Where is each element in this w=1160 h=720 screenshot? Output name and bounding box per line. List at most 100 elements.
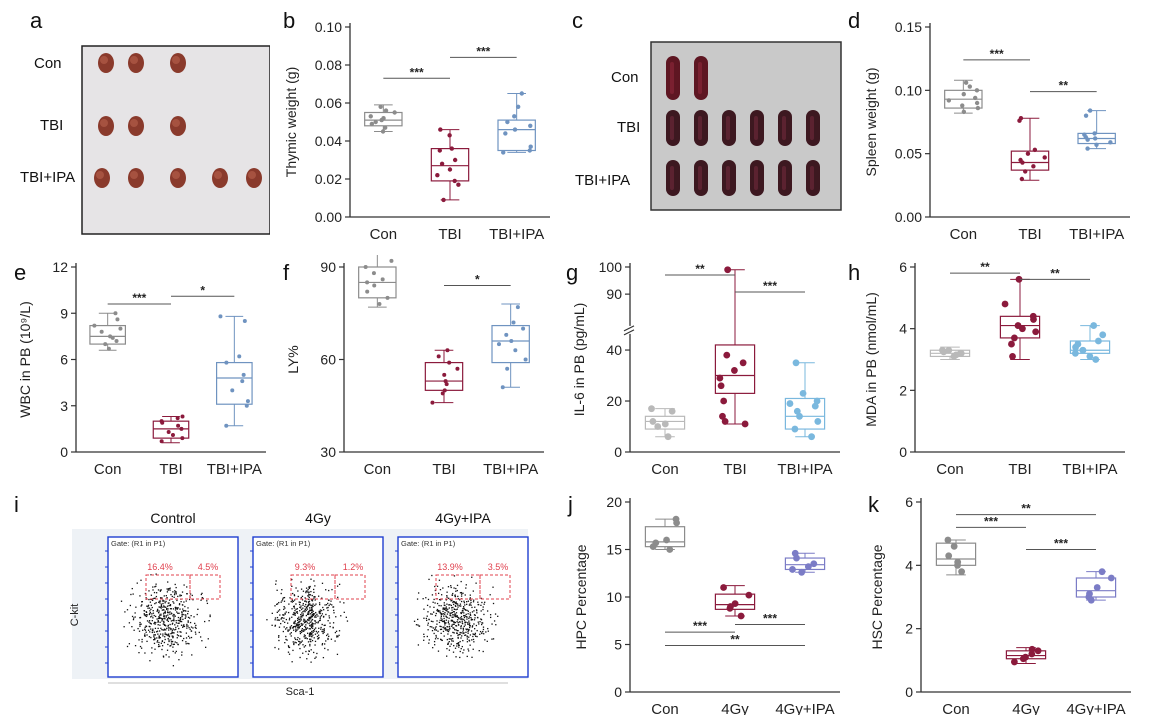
flow-event [274, 625, 276, 627]
flow-event [459, 603, 462, 605]
flow-event [291, 599, 293, 601]
data-point [648, 405, 655, 413]
flow-event [436, 608, 439, 611]
flow-event [303, 636, 305, 638]
flow-event [456, 589, 458, 592]
flow-event [185, 637, 188, 639]
flow-event [176, 631, 179, 633]
flow-event [304, 637, 306, 639]
thymus-highlight [100, 56, 108, 64]
flow-yaxis-label: C-kit [69, 604, 81, 627]
spleen-highlight [754, 166, 758, 190]
flow-event [173, 620, 175, 622]
flow-event [448, 607, 450, 609]
flow-event [170, 593, 172, 596]
data-point [661, 420, 669, 428]
flow-event [336, 585, 339, 587]
data-point [975, 105, 981, 111]
flow-event [291, 578, 293, 581]
flow-event [176, 611, 178, 613]
panel-label-e: e [14, 260, 27, 285]
flow-event [452, 627, 454, 629]
data-point [511, 320, 516, 325]
flow-event [439, 619, 441, 621]
flow-event [166, 627, 168, 630]
flow-event [458, 646, 460, 648]
flow-event [465, 631, 467, 633]
flow-event [295, 626, 297, 628]
flow-event [166, 633, 168, 635]
flow-event [175, 626, 177, 629]
flow-event [158, 630, 161, 632]
flow-event [188, 627, 190, 629]
flow-event [179, 594, 181, 596]
flow-event [308, 622, 310, 625]
flow-event [317, 634, 320, 636]
data-point [814, 418, 822, 425]
flow-event [471, 606, 473, 609]
flow-event [464, 594, 466, 596]
flow-event [182, 610, 185, 612]
axis-break-mark [623, 325, 635, 332]
flow-event [440, 619, 443, 622]
flow-event [184, 605, 186, 608]
flow-event [320, 615, 323, 617]
flow-event [288, 646, 290, 648]
flow-event [178, 622, 180, 624]
photo-c-label-tbi: TBI [617, 119, 640, 136]
flow-plot-title: 4Gy [305, 510, 331, 526]
spleen-highlight [670, 62, 674, 94]
flow-event [486, 640, 488, 642]
y-tick-label: 6 [60, 352, 68, 368]
flow-event [209, 615, 211, 618]
flow-event [494, 613, 497, 615]
flow-event [176, 599, 178, 602]
photo-a-label-tbi: TBI [40, 117, 63, 134]
flow-event [309, 632, 311, 634]
flow-event [447, 586, 450, 588]
flow-event [308, 598, 310, 601]
flow-event [172, 665, 175, 667]
flow-event [323, 624, 325, 627]
flow-event [150, 594, 153, 596]
flow-event [296, 608, 299, 610]
flow-event [459, 650, 461, 653]
flow-event [444, 622, 446, 624]
flow-event [317, 595, 320, 597]
flow-event [147, 629, 150, 631]
flow-event [474, 606, 476, 608]
significance-label: *** [410, 65, 424, 79]
flow-event [144, 615, 147, 617]
y-tick-label: 4 [899, 321, 907, 337]
flow-plot-frame [252, 536, 384, 678]
flow-event [444, 613, 446, 615]
flow-event [308, 612, 310, 614]
box-iqr [714, 593, 756, 610]
flow-event [313, 597, 315, 599]
flow-event [158, 614, 161, 616]
data-point [972, 95, 978, 101]
flow-event [167, 581, 169, 583]
data-point [649, 418, 657, 425]
flow-event [476, 629, 478, 632]
flow-gate-right [189, 574, 221, 600]
flow-event [434, 614, 437, 617]
flow-event [316, 632, 318, 634]
flow-event [437, 637, 439, 640]
flow-event [435, 634, 437, 637]
flow-event [437, 610, 439, 612]
flow-event [452, 623, 454, 625]
flow-event [308, 587, 310, 590]
panel-label-d: d [848, 8, 861, 33]
flow-event [149, 610, 151, 612]
flow-event [149, 616, 152, 618]
flow-event [172, 601, 174, 603]
flow-event [497, 615, 499, 617]
flow-event [336, 636, 338, 638]
flow-event [153, 636, 155, 638]
flow-event [167, 643, 169, 646]
flow-event [295, 603, 297, 605]
flow-event [151, 620, 153, 622]
spleen-highlight [726, 166, 730, 190]
flow-event [456, 619, 459, 621]
